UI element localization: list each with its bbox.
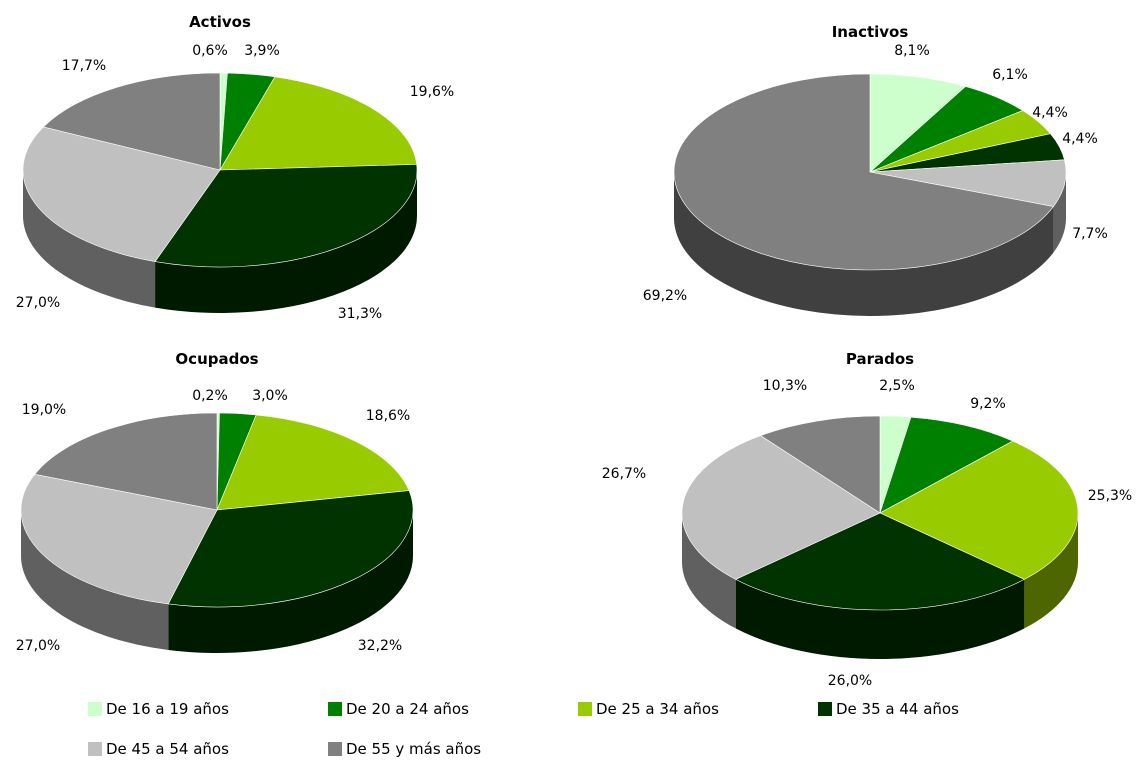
pie-slice-4 bbox=[20, 473, 218, 605]
data-label: 69,2% bbox=[643, 288, 687, 304]
pie-side-3 bbox=[735, 579, 1025, 659]
legend-label: De 35 a 44 años bbox=[836, 700, 959, 718]
data-label: 10,3% bbox=[763, 378, 807, 394]
legend-item: De 55 y más años bbox=[328, 740, 481, 758]
data-label: 0,6% bbox=[192, 43, 228, 59]
pie-slice-2 bbox=[219, 76, 418, 171]
legend-item: De 35 a 44 años bbox=[818, 700, 959, 718]
legend-label: De 45 a 54 años bbox=[106, 740, 229, 758]
legend-item: De 20 a 24 años bbox=[328, 700, 469, 718]
pie-side-2 bbox=[1024, 513, 1078, 629]
pie-slice-3 bbox=[734, 512, 1026, 611]
chart-title: Inactivos bbox=[832, 23, 909, 41]
legend-item: De 16 a 19 años bbox=[88, 700, 229, 718]
pie-slice-3 bbox=[167, 490, 414, 608]
pie-slice-3 bbox=[154, 164, 418, 268]
data-label: 27,0% bbox=[16, 638, 60, 654]
chart-title: Ocupados bbox=[175, 350, 258, 368]
legend-swatch bbox=[578, 702, 592, 716]
pie-slice-5 bbox=[673, 73, 1054, 271]
legend-item: De 45 a 54 años bbox=[88, 740, 229, 758]
data-label: 4,4% bbox=[1062, 131, 1098, 147]
pie-slice-4 bbox=[681, 435, 881, 580]
data-label: 6,1% bbox=[992, 67, 1028, 83]
legend-label: De 55 y más años bbox=[346, 740, 482, 758]
data-label: 7,7% bbox=[1072, 226, 1108, 242]
pie-slice-5 bbox=[759, 415, 881, 514]
legend-label: De 20 a 24 años bbox=[346, 700, 469, 718]
pie-slice-5 bbox=[34, 412, 218, 511]
legend-swatch bbox=[328, 742, 342, 756]
legend-label: De 25 a 34 años bbox=[596, 700, 719, 718]
pie-slice-0 bbox=[869, 73, 967, 173]
pie-chart-inactivos: Inactivos 8,1% 6,1% 4,4% 4,4% 7,7% 69,2% bbox=[643, 23, 1108, 316]
pie-side-3 bbox=[155, 170, 417, 313]
legend-swatch bbox=[328, 702, 342, 716]
data-label: 25,3% bbox=[1088, 488, 1132, 504]
legend-swatch bbox=[818, 702, 832, 716]
pie-chart-parados: Parados 2,5% 9,2% 25,3% 26,0% 26,7% 10,3% bbox=[602, 350, 1132, 689]
data-label: 2,5% bbox=[879, 378, 915, 394]
data-label: 9,2% bbox=[970, 396, 1006, 412]
pie-sides bbox=[674, 172, 1066, 316]
data-label: 31,3% bbox=[338, 306, 382, 322]
pie-chart-ocupados: Ocupados 0,2% 3,0% 18,6% 32,2% 27,0% 19,0% bbox=[16, 350, 414, 654]
data-label: 26,0% bbox=[828, 673, 872, 689]
pie-sides bbox=[21, 510, 413, 654]
pie-chart-activos: Activos 0,6% 3,9% 19,6% 31,3% 27,0% 17,7% bbox=[16, 13, 454, 322]
pie-side-4 bbox=[21, 510, 169, 650]
pie-charts-area: Activos 0,6% 3,9% 19,6% 31,3% 27,0% 17,7% Ina… bbox=[16, 13, 1132, 689]
pie-sides bbox=[681, 513, 1078, 659]
pie-slice-2 bbox=[216, 414, 410, 511]
pie-slice-2 bbox=[879, 440, 1079, 580]
data-label: 0,2% bbox=[192, 388, 228, 404]
pie-side-5 bbox=[674, 172, 1054, 316]
data-label: 27,0% bbox=[16, 295, 60, 311]
pie-side-4 bbox=[1053, 172, 1066, 253]
data-label: 4,4% bbox=[1032, 105, 1068, 121]
legend-label: De 16 a 19 años bbox=[106, 700, 229, 718]
data-label: 19,6% bbox=[410, 84, 454, 100]
pie-slice-5 bbox=[42, 72, 221, 171]
data-label: 18,6% bbox=[366, 408, 410, 424]
pie-slice-1 bbox=[879, 416, 1014, 514]
data-label: 17,7% bbox=[62, 58, 106, 74]
pie-slice-4 bbox=[22, 126, 221, 262]
legend-item: De 25 a 34 años bbox=[578, 700, 719, 718]
pie-slice-4 bbox=[869, 159, 1067, 207]
data-label: 26,7% bbox=[602, 466, 646, 482]
legend-swatch bbox=[88, 702, 102, 716]
pie-sides bbox=[23, 170, 417, 313]
data-label: 32,2% bbox=[358, 638, 402, 654]
data-label: 19,0% bbox=[22, 402, 66, 418]
chart-title: Parados bbox=[846, 350, 914, 368]
legend-swatch bbox=[88, 742, 102, 756]
pie-side-3 bbox=[168, 510, 413, 654]
chart-title: Activos bbox=[189, 13, 251, 31]
data-label: 3,0% bbox=[252, 388, 288, 404]
data-label: 8,1% bbox=[894, 43, 930, 59]
pie-side-4 bbox=[23, 170, 156, 308]
pie-side-4 bbox=[681, 513, 736, 629]
data-label: 3,9% bbox=[244, 43, 280, 59]
